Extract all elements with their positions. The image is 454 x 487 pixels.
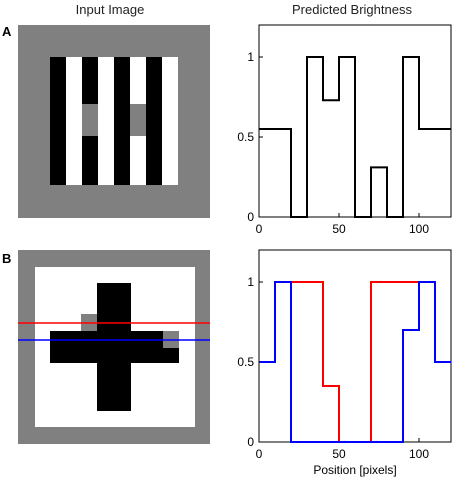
input-image-b <box>18 250 210 444</box>
chart-b-y-tick-label: 0 <box>247 435 254 449</box>
chart-a-series-line-1 <box>259 56 451 218</box>
chart-b-ticks: 0 50 100 0 0.5 1 <box>237 275 429 461</box>
chart-a-x-tick-label: 100 <box>409 222 429 236</box>
chart-a-x-tick-label: 50 <box>332 222 346 236</box>
chart-b-y-tick-label: 0.5 <box>237 355 254 369</box>
chart-a-y-tick-label: 0.5 <box>237 130 254 144</box>
chart-b-series-line-2 <box>259 281 451 443</box>
chart-b-x-tick-label: 50 <box>332 447 346 461</box>
chart-a-y-tick-label: 1 <box>247 50 254 64</box>
image-a-black-bar <box>114 57 130 185</box>
chart-b-axes-box <box>258 249 452 443</box>
chart-a-y-tick-label: 0 <box>247 210 254 224</box>
input-image-a <box>18 25 210 218</box>
panel-b-label: B <box>2 251 11 266</box>
image-b-cross-horizontal <box>50 331 179 363</box>
image-a-black-bar <box>146 57 162 185</box>
chart-b-y-tick-label: 1 <box>247 275 254 289</box>
chart-a-ticks: 0 50 100 0 0.5 1 <box>237 50 429 236</box>
chart-b: 0 50 100 0 0.5 1 Position [pixels] <box>237 249 452 477</box>
image-a-gray-patch-left <box>82 104 98 136</box>
chart-a: 0 50 100 0 0.5 1 <box>237 24 452 236</box>
image-a-gray-patch-right <box>130 104 146 136</box>
right-column-title: Predicted Brightness <box>292 2 412 17</box>
chart-b-x-tick-label: 0 <box>256 447 263 461</box>
chart-a-series-group <box>259 56 451 218</box>
chart-b-x-tick-label: 100 <box>409 447 429 461</box>
chart-b-x-axis-label: Position [pixels] <box>313 463 396 477</box>
image-a-black-bar <box>50 57 66 185</box>
panel-a-label: A <box>2 24 12 39</box>
chart-a-x-tick-label: 0 <box>256 222 263 236</box>
left-column-title: Input Image <box>76 2 145 17</box>
chart-b-series-group <box>259 281 451 443</box>
